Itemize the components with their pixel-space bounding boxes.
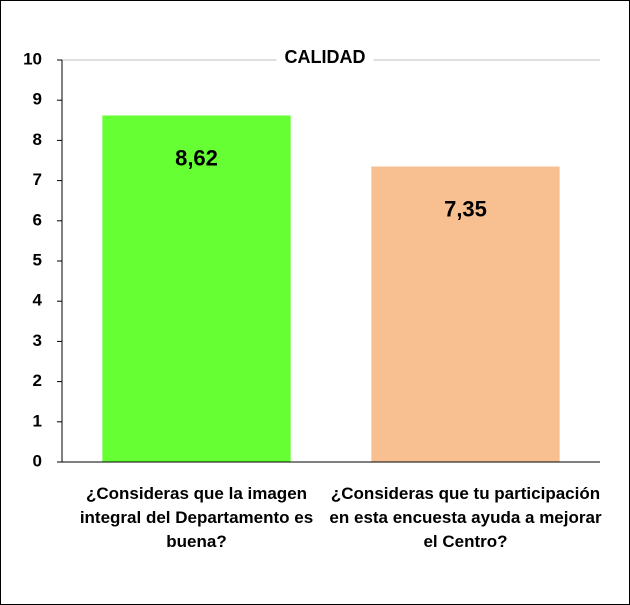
y-tick-label: 10	[23, 49, 42, 68]
y-tick-label: 5	[33, 250, 42, 269]
y-tick-label: 9	[33, 90, 42, 109]
bar	[102, 115, 291, 462]
y-tick-label: 2	[33, 371, 42, 390]
y-tick-label: 6	[33, 210, 42, 229]
y-tick-label: 0	[33, 451, 42, 470]
x-tick-label: ¿Consideras que tu participación en esta…	[329, 484, 602, 551]
bar	[371, 166, 560, 462]
title-background	[276, 46, 374, 67]
data-label: 8,62	[175, 145, 218, 170]
y-tick-label: 1	[33, 411, 42, 430]
x-tick-label: ¿Consideras que la imagen integral del D…	[79, 484, 314, 551]
y-tick-label: 8	[33, 130, 42, 149]
y-tick-label: 3	[33, 331, 42, 350]
data-label: 7,35	[444, 196, 487, 221]
y-tick-label: 7	[33, 170, 42, 189]
y-tick-label: 4	[33, 291, 43, 310]
chart-title: CALIDAD	[285, 47, 366, 67]
